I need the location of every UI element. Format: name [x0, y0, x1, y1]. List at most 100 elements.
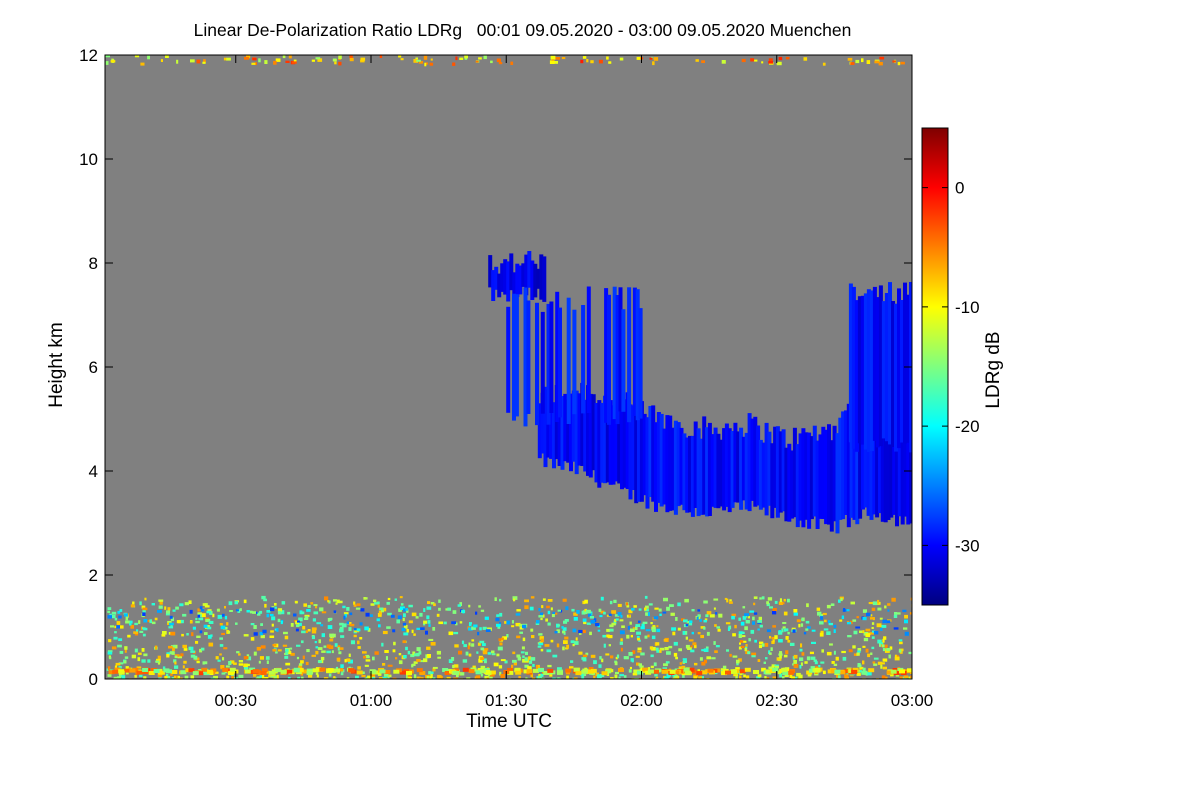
heat-cell — [691, 609, 695, 612]
heat-cell — [229, 667, 236, 672]
heat-cell — [870, 632, 875, 635]
heat-cell — [753, 602, 756, 606]
heat-cell — [482, 643, 486, 647]
heat-cell — [787, 443, 792, 522]
heat-cell — [869, 614, 873, 617]
heat-cell — [604, 288, 609, 423]
heat-cell — [168, 632, 172, 635]
heat-cell — [419, 671, 426, 675]
heat-cell — [282, 55, 286, 59]
heat-cell — [584, 599, 588, 604]
heat-cell — [203, 671, 210, 676]
heat-cell — [632, 673, 638, 676]
heat-cell — [745, 644, 748, 647]
heat-cell — [744, 626, 748, 631]
heat-cell — [125, 620, 130, 624]
heat-cell — [402, 617, 405, 622]
heat-cell — [458, 650, 463, 655]
heat-cell — [491, 270, 496, 301]
heat-cell — [876, 623, 882, 628]
heat-cell — [811, 641, 816, 644]
heat-cell — [761, 643, 765, 647]
heat-cell — [141, 648, 145, 652]
heat-cell — [355, 675, 359, 679]
heat-cell — [656, 676, 659, 679]
heat-cell — [306, 671, 313, 676]
heat-cell — [392, 649, 396, 653]
heat-cell — [912, 297, 916, 441]
heat-cell — [852, 667, 859, 672]
heat-cell — [210, 677, 215, 679]
heat-cell — [887, 620, 891, 624]
heat-cell — [134, 55, 140, 58]
heat-cell — [757, 659, 761, 662]
heat-cell — [599, 615, 603, 618]
heat-cell — [246, 656, 252, 661]
heat-cell — [337, 671, 340, 674]
heat-cell — [221, 632, 225, 635]
heat-cell — [149, 619, 152, 624]
heat-cell — [869, 290, 874, 452]
heat-cell — [157, 662, 161, 665]
heat-cell — [899, 669, 905, 674]
heat-cell — [631, 608, 635, 611]
heat-cell — [781, 429, 786, 512]
heat-cell — [161, 633, 166, 637]
heat-cell — [791, 627, 796, 631]
heat-cell — [705, 427, 710, 517]
heat-cell — [107, 607, 112, 610]
heat-cell — [213, 675, 218, 679]
heat-cell — [740, 621, 745, 626]
heat-cell — [524, 254, 529, 296]
heat-cell — [208, 620, 214, 624]
heat-cell — [883, 381, 888, 523]
heat-cell — [732, 633, 736, 637]
heat-cell — [684, 670, 691, 675]
heat-cell — [647, 612, 650, 617]
heat-cell — [424, 62, 427, 67]
heat-cell — [781, 667, 788, 672]
heat-cell — [556, 643, 560, 648]
heat-cell — [538, 675, 542, 679]
heat-cell — [569, 666, 574, 669]
heat-cell — [367, 675, 372, 679]
heat-cell — [725, 670, 731, 675]
heat-cell — [261, 674, 265, 679]
heat-cell — [637, 647, 642, 651]
heat-cell — [298, 617, 303, 622]
heat-cell — [566, 399, 571, 463]
heat-cell — [586, 59, 589, 63]
heat-cell — [136, 629, 139, 632]
heat-cell — [620, 399, 624, 490]
heat-cell — [804, 661, 808, 664]
heat-cell — [800, 643, 803, 648]
heat-cell — [547, 599, 553, 602]
heat-cell — [346, 677, 350, 679]
heat-cell — [514, 294, 519, 417]
heat-cell — [739, 672, 743, 675]
heat-cell — [253, 625, 257, 629]
heat-cell — [640, 652, 645, 656]
heat-cell — [610, 677, 614, 679]
heat-cell — [607, 635, 613, 639]
heat-cell — [673, 670, 680, 675]
heat-cell — [572, 643, 575, 647]
heat-cell — [855, 626, 861, 629]
heat-cell — [804, 432, 809, 520]
heat-cell — [768, 58, 773, 62]
heat-cell — [688, 667, 695, 672]
heat-cell — [782, 622, 787, 624]
heat-cell — [190, 646, 194, 651]
heat-cell — [662, 428, 667, 505]
heat-cell — [509, 253, 514, 291]
heat-cell — [793, 654, 798, 659]
heat-cell — [832, 425, 837, 522]
heat-cell — [332, 633, 336, 638]
y-axis-label: Height km — [46, 322, 67, 408]
heat-cell — [182, 644, 187, 649]
heat-cell — [759, 597, 762, 600]
heat-cell — [202, 662, 205, 665]
heat-cell — [342, 605, 346, 609]
heat-cell — [801, 618, 804, 621]
heat-cell — [866, 60, 871, 64]
